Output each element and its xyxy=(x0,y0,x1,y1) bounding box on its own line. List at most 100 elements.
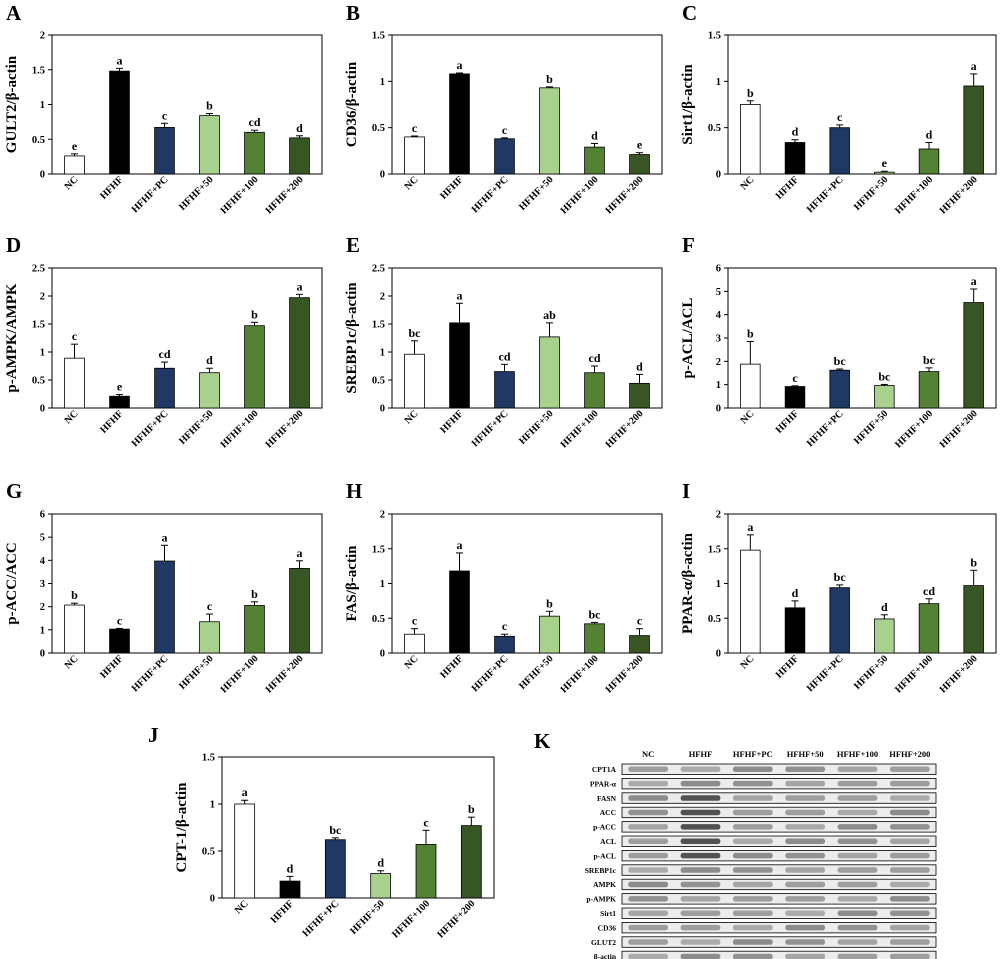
blot-band xyxy=(628,780,669,787)
bar-hfhf-100 xyxy=(415,844,437,899)
y-tick-label: 1.5 xyxy=(32,65,45,76)
blot-band xyxy=(732,881,773,888)
chart-panel-g: G 0 1 2 3 4 5 6 p-ACC/ACC b NC c HFHF a HFHF+PC c HFHF+5… xyxy=(4,479,323,695)
blot-band xyxy=(889,838,930,844)
significance-label: cd xyxy=(249,115,261,129)
blot-band xyxy=(680,780,721,787)
significance-label: c xyxy=(207,599,213,613)
blot-band xyxy=(889,809,930,816)
bar-hfhf-200 xyxy=(629,382,650,409)
significance-label: c xyxy=(162,108,168,122)
significance-label: b xyxy=(546,72,553,86)
category-label: HFHF+50 xyxy=(177,408,216,447)
panel-letter: D xyxy=(6,233,21,257)
significance-label: b xyxy=(251,587,258,601)
bar-nc xyxy=(404,353,425,409)
significance-label: c xyxy=(837,110,843,124)
blot-strip xyxy=(621,864,937,876)
plot-frame xyxy=(51,34,323,175)
y-tick-label: 0.5 xyxy=(708,614,721,625)
y-axis-label: GULT2/β-actin xyxy=(4,55,20,153)
y-tick-label: 1.5 xyxy=(32,320,45,331)
blot-row-label: FASN xyxy=(597,794,617,803)
blot-row-label: CPT1A xyxy=(592,765,617,774)
y-tick-label: 1.5 xyxy=(708,31,721,42)
blot-band xyxy=(837,896,878,902)
significance-label: cd xyxy=(159,347,171,361)
blot-strip xyxy=(621,878,937,891)
plot-frame xyxy=(391,267,663,409)
significance-label: c xyxy=(423,815,429,829)
blot-band xyxy=(837,809,878,816)
significance-label: a xyxy=(162,530,168,544)
y-tick-label: 1 xyxy=(716,77,721,88)
significance-label: c xyxy=(637,614,643,628)
bar-hfhf xyxy=(784,142,806,175)
blot-band xyxy=(732,824,773,830)
bar-hfhf-100 xyxy=(918,148,940,175)
category-label: NC xyxy=(403,408,421,426)
category-label: HFHF+50 xyxy=(852,653,891,692)
category-label: HFHF+100 xyxy=(219,408,261,450)
panel-letter: B xyxy=(346,1,360,25)
bar-nc xyxy=(64,604,85,654)
category-label: HFHF+200 xyxy=(938,174,980,216)
significance-label: b xyxy=(468,802,475,816)
bar-hfhf-100 xyxy=(244,131,265,175)
significance-label: bc xyxy=(878,369,891,383)
blot-row-label: ACC xyxy=(600,808,616,817)
y-tick-label: 1 xyxy=(716,380,721,391)
category-label: HFHF xyxy=(774,174,801,201)
y-axis-label: p-ACL/ACL xyxy=(680,298,696,379)
y-tick-label: 1.5 xyxy=(202,753,215,764)
blot-band xyxy=(889,867,930,873)
significance-label: c xyxy=(502,123,508,137)
y-tick-label: 1 xyxy=(40,348,45,359)
significance-label: c xyxy=(412,614,418,628)
blot-band xyxy=(785,824,826,830)
bar-hfhf-50 xyxy=(199,372,220,409)
significance-label: bc xyxy=(834,570,847,584)
y-tick-label: 2 xyxy=(716,357,721,368)
category-label: HFHF xyxy=(438,174,465,201)
bar-hfhf-pc xyxy=(154,560,175,654)
significance-label: d xyxy=(206,353,213,367)
blot-band xyxy=(732,838,773,844)
significance-label: a xyxy=(117,53,123,67)
significance-label: d xyxy=(296,121,303,135)
blot-band xyxy=(680,824,721,830)
blot-band xyxy=(889,780,930,787)
blot-band xyxy=(680,896,721,902)
category-label: HFHF+100 xyxy=(219,653,261,695)
blot-band xyxy=(628,795,669,801)
y-tick-label: 0 xyxy=(380,170,385,181)
blot-band xyxy=(628,910,669,916)
y-tick-label: 0.5 xyxy=(372,123,385,134)
blot-band xyxy=(889,881,930,888)
category-label: NC xyxy=(403,653,421,671)
significance-label: bc xyxy=(589,607,602,621)
significance-label: e xyxy=(637,138,643,152)
y-tick-label: 6 xyxy=(40,510,45,521)
plot-frame xyxy=(221,756,495,899)
category-label: HFHF+PC xyxy=(470,408,511,449)
y-tick-label: 2 xyxy=(40,31,45,42)
significance-label: a xyxy=(457,58,463,72)
category-label: HFHF+PC xyxy=(130,174,171,215)
blot-strip xyxy=(621,792,937,804)
bar-hfhf xyxy=(449,322,470,409)
bar-nc xyxy=(64,155,85,175)
bar-hfhf xyxy=(109,628,130,654)
category-label: NC xyxy=(403,174,421,192)
y-tick-label: 4 xyxy=(40,556,46,567)
bar-nc xyxy=(740,363,761,409)
panel-letter: C xyxy=(682,1,697,25)
significance-label: b xyxy=(71,588,78,602)
bar-hfhf-100 xyxy=(584,146,605,175)
y-tick-label: 5 xyxy=(716,287,721,298)
y-tick-label: 1 xyxy=(380,579,385,590)
blot-band xyxy=(837,852,878,859)
y-tick-label: 1.5 xyxy=(372,320,385,331)
bar-hfhf-pc xyxy=(324,839,346,899)
